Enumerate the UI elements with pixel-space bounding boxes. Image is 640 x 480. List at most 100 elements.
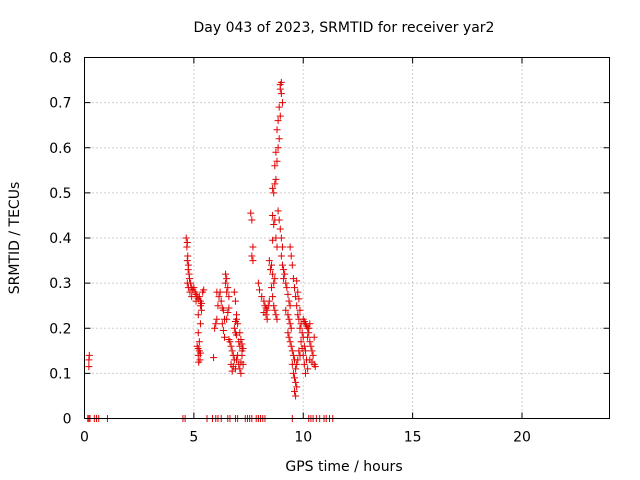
data-point (286, 320, 294, 328)
data-point (268, 284, 276, 292)
data-point (275, 135, 283, 143)
data-point (249, 257, 257, 265)
data-point (248, 216, 256, 224)
data-point (272, 311, 280, 319)
data-point (278, 243, 286, 251)
data-point (309, 351, 317, 359)
data-point (304, 333, 312, 341)
data-point (195, 358, 203, 366)
data-point (311, 363, 319, 371)
data-point (236, 365, 244, 373)
data-point (270, 220, 278, 228)
data-point (277, 252, 285, 260)
data-point (293, 277, 301, 285)
data-point (281, 270, 289, 278)
data-point (296, 324, 304, 332)
data-point (194, 311, 202, 319)
y-axis-label: SRMTID / TECUs (7, 182, 23, 295)
data-point (196, 302, 204, 310)
data-point (194, 329, 202, 337)
data-point (306, 338, 314, 346)
data-point (284, 329, 292, 337)
data-point (231, 297, 239, 305)
data-point (294, 311, 302, 319)
data-point (247, 209, 255, 217)
data-point (284, 311, 292, 319)
data-point (195, 293, 203, 301)
data-point (278, 99, 286, 107)
data-point (238, 351, 246, 359)
data-point (190, 284, 198, 292)
data-point (239, 345, 247, 353)
data-point (266, 266, 274, 274)
data-point (265, 297, 273, 305)
data-point (301, 369, 309, 377)
data-point (277, 234, 285, 242)
data-point (296, 306, 304, 314)
data-point (85, 351, 93, 359)
data-point (282, 279, 290, 287)
data-point (211, 324, 219, 332)
data-point (278, 261, 286, 269)
data-point (248, 252, 256, 260)
data-point (233, 311, 241, 319)
data-point (85, 363, 93, 371)
data-point (276, 225, 284, 233)
data-point (304, 365, 312, 373)
data-point (262, 311, 270, 319)
y-tick-label: 0.2 (49, 321, 71, 337)
data-point (292, 365, 300, 373)
data-point (275, 103, 283, 111)
data-point (277, 90, 285, 98)
data-point (265, 257, 273, 265)
data-point (182, 234, 190, 242)
data-point (224, 308, 232, 316)
data-point (273, 315, 281, 323)
data-point (192, 297, 200, 305)
data-point (214, 302, 222, 310)
data-point (286, 243, 294, 251)
axis-ticks: 0 5 10 15 20 0 0.1 0.2 0.3 0.4 0.5 0.6 0.7 0.8 (49, 51, 610, 446)
data-point (273, 126, 281, 134)
data-point (287, 252, 295, 260)
data-point (293, 383, 301, 391)
data-point (256, 286, 263, 294)
y-tick-label: 0.3 (49, 276, 71, 292)
x-tick-label: 20 (513, 430, 531, 446)
data-point (293, 360, 301, 368)
data-point (271, 306, 279, 314)
y-tick-label: 0.1 (49, 366, 71, 382)
y-tick-label: 0.5 (49, 186, 71, 202)
data-point (283, 284, 291, 292)
data-point (284, 290, 292, 298)
data-point (217, 297, 225, 305)
data-point (270, 302, 278, 310)
data-point (269, 211, 277, 219)
data-point (183, 257, 191, 265)
y-tick-label: 0.8 (49, 51, 71, 67)
data-point (226, 338, 234, 346)
data-point (238, 340, 246, 348)
data-point (274, 117, 282, 125)
data-point (289, 351, 297, 359)
data-point (225, 293, 233, 301)
data-point (306, 356, 314, 364)
data-point (268, 261, 276, 269)
data-point (186, 275, 193, 283)
data-point (215, 293, 223, 301)
data-point (294, 356, 302, 364)
data-points (84, 78, 337, 422)
data-point (212, 320, 220, 328)
data-point (270, 189, 278, 197)
data-point (280, 266, 288, 274)
data-point (286, 338, 294, 346)
data-point (292, 392, 300, 400)
data-point (233, 356, 241, 364)
data-point (263, 315, 271, 323)
data-point (285, 333, 293, 341)
data-point (286, 302, 294, 310)
data-point (275, 216, 283, 224)
data-point (223, 288, 231, 296)
data-point (276, 112, 284, 120)
